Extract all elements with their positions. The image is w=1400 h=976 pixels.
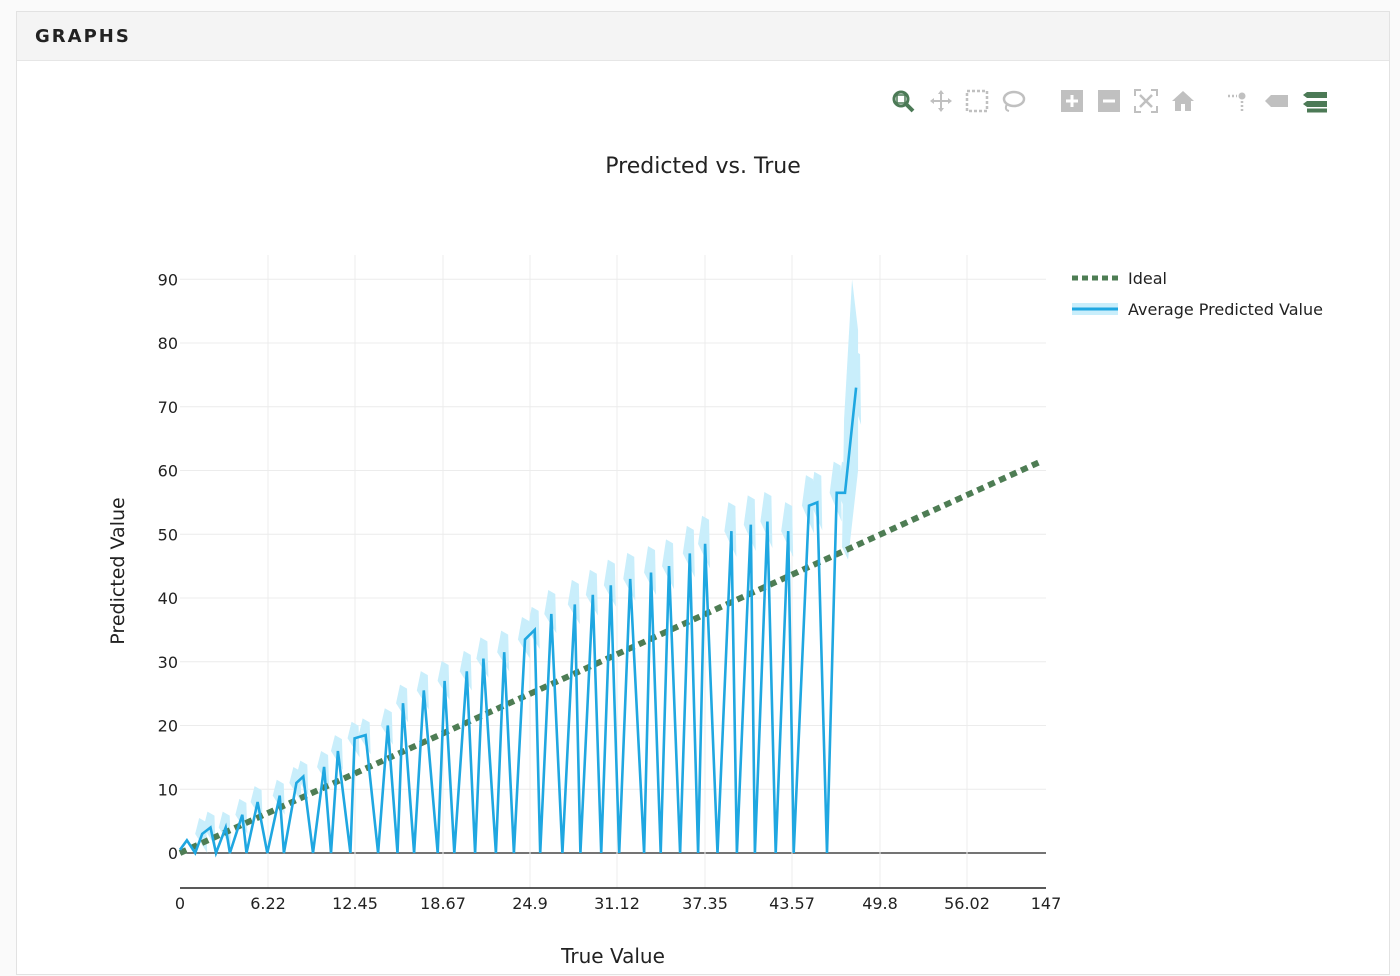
hover-compare-icon bbox=[1303, 92, 1327, 113]
zoom-button[interactable] bbox=[888, 86, 918, 116]
reset-axes-button[interactable] bbox=[1168, 86, 1198, 116]
band-segment bbox=[623, 552, 636, 601]
band-segment bbox=[644, 546, 657, 595]
legend[interactable]: Ideal Average Predicted Value bbox=[1072, 269, 1323, 319]
zoom-out-button[interactable] bbox=[1094, 86, 1124, 116]
lasso-select-button[interactable] bbox=[998, 86, 1028, 116]
legend-label-predicted: Average Predicted Value bbox=[1128, 300, 1323, 319]
y-tick-label: 70 bbox=[158, 398, 178, 417]
x-tick-label: 24.9 bbox=[512, 894, 548, 913]
reset-axes-icon bbox=[1172, 91, 1194, 111]
y-axis-label: Predicted Value bbox=[107, 497, 129, 644]
y-tick-label: 60 bbox=[158, 462, 178, 481]
x-tick-label: 31.12 bbox=[594, 894, 640, 913]
x-tick-label: 37.35 bbox=[682, 894, 728, 913]
predicted-line bbox=[178, 387, 858, 858]
autoscale-icon bbox=[1134, 89, 1158, 113]
confidence-band bbox=[195, 279, 862, 853]
ideal-line bbox=[178, 458, 1044, 856]
band-segment bbox=[437, 660, 450, 700]
legend-label-ideal: Ideal bbox=[1128, 269, 1167, 288]
x-tick-label: 12.45 bbox=[332, 894, 378, 913]
y-tick-label: 30 bbox=[158, 653, 178, 672]
x-tick-label: 49.8 bbox=[862, 894, 898, 913]
band-segment bbox=[682, 525, 695, 578]
band-segment bbox=[517, 617, 530, 659]
pan-button[interactable] bbox=[926, 86, 956, 116]
series-layer bbox=[178, 387, 1044, 858]
spike-lines-button[interactable] bbox=[1222, 86, 1252, 116]
y-tick-label: 90 bbox=[158, 270, 178, 289]
zoom-out-icon bbox=[1098, 90, 1120, 112]
band-segment bbox=[801, 475, 814, 534]
pan-icon bbox=[930, 90, 952, 112]
x-tick-label: 56.02 bbox=[944, 894, 990, 913]
x-tick-label: 6.22 bbox=[250, 894, 286, 913]
hover-closest-icon bbox=[1265, 95, 1288, 107]
y-tick-label: 50 bbox=[158, 525, 178, 544]
band-segment bbox=[724, 502, 737, 557]
axes: 0 10 20 30 40 50 60 70 80 90 0 6.22 12.45 18.67 24.9 31… bbox=[158, 270, 1062, 913]
x-tick-label: 147 bbox=[1031, 894, 1062, 913]
band-segment bbox=[527, 606, 540, 649]
x-tick-label: 0 bbox=[175, 894, 185, 913]
chart-title: Predicted vs. True bbox=[605, 154, 800, 179]
band-segment bbox=[497, 630, 510, 672]
band-segment bbox=[459, 650, 472, 691]
box-select-button[interactable] bbox=[962, 86, 992, 116]
y-tick-label: 10 bbox=[158, 780, 178, 799]
band-segment bbox=[662, 539, 675, 590]
x-axis-label: True Value bbox=[560, 944, 665, 968]
x-tick-label: 18.67 bbox=[420, 894, 466, 913]
panel-header: GRAPHS bbox=[17, 12, 1389, 61]
y-tick-label: 20 bbox=[158, 717, 178, 736]
y-tick-label: 80 bbox=[158, 334, 178, 353]
hover-compare-button[interactable] bbox=[1300, 86, 1330, 116]
x-tick-label: 43.57 bbox=[769, 894, 815, 913]
band-segment bbox=[476, 637, 489, 678]
legend-item-ideal[interactable]: Ideal bbox=[1072, 269, 1167, 288]
y-tick-label: 40 bbox=[158, 589, 178, 608]
y-tick-label: 0 bbox=[168, 844, 178, 863]
zoom-in-icon bbox=[1061, 90, 1083, 112]
band-segment bbox=[585, 569, 598, 616]
band-segment bbox=[698, 515, 711, 569]
panel-title: GRAPHS bbox=[35, 25, 131, 47]
zoom-icon bbox=[892, 90, 915, 113]
hover-closest-button[interactable] bbox=[1262, 86, 1292, 116]
autoscale-button[interactable] bbox=[1131, 86, 1161, 116]
box-select-icon bbox=[965, 89, 989, 113]
band-segment bbox=[760, 492, 773, 549]
lasso-select-icon bbox=[1002, 90, 1026, 112]
legend-item-predicted[interactable]: Average Predicted Value bbox=[1072, 300, 1323, 319]
band-segment bbox=[603, 559, 616, 607]
modebar bbox=[870, 86, 1327, 116]
band-segment bbox=[810, 471, 823, 531]
zoom-in-button[interactable] bbox=[1057, 86, 1087, 116]
band-segment bbox=[544, 590, 557, 634]
spike-lines-icon bbox=[1228, 92, 1246, 112]
band-segment bbox=[781, 502, 794, 557]
band-segment bbox=[743, 495, 756, 551]
band-segment bbox=[567, 579, 580, 625]
band-segment-final bbox=[842, 279, 859, 560]
